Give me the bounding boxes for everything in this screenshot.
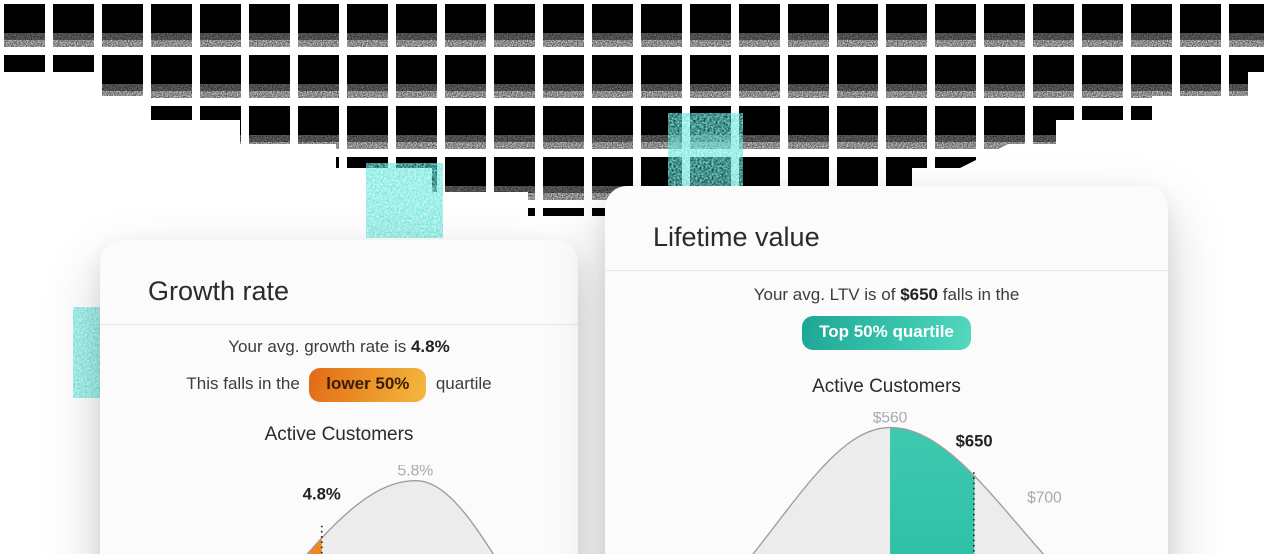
svg-text:5.8%: 5.8% xyxy=(398,465,434,479)
svg-text:4.8%: 4.8% xyxy=(303,485,341,504)
svg-text:$650: $650 xyxy=(956,431,993,450)
svg-text:$560: $560 xyxy=(873,412,908,426)
svg-text:$700: $700 xyxy=(1027,489,1062,506)
